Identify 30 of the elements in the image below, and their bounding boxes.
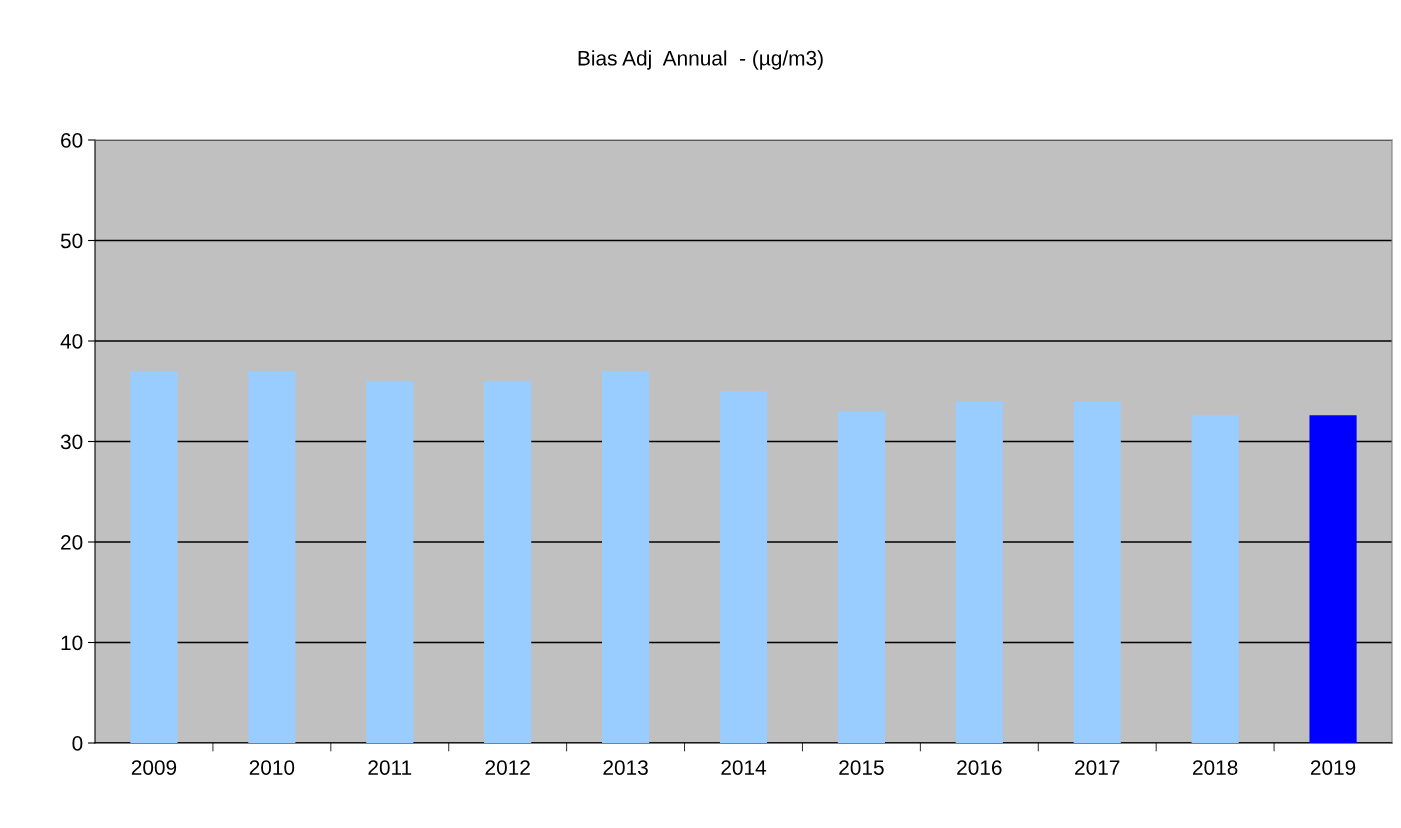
x-tick-label: 2011 xyxy=(368,760,412,775)
bar xyxy=(366,381,414,743)
x-tick-label: 2018 xyxy=(1193,760,1238,775)
y-tick-label: 60 xyxy=(61,133,83,148)
bar xyxy=(1191,415,1239,743)
y-tick-label: 10 xyxy=(61,635,83,651)
x-tick-label: 2019 xyxy=(1310,760,1356,775)
x-tick-label: 2017 xyxy=(1075,760,1120,775)
x-tick-label: 2013 xyxy=(603,760,648,775)
y-tick-label: 40 xyxy=(60,334,83,349)
bar xyxy=(1073,401,1121,743)
bar xyxy=(130,371,178,743)
x-tick-label: 2012 xyxy=(485,760,530,775)
y-tick-label: 30 xyxy=(60,434,83,450)
y-tick-label: 0 xyxy=(72,736,83,751)
x-tick-label: 2014 xyxy=(721,760,767,775)
bar xyxy=(955,401,1003,743)
bar xyxy=(719,391,768,743)
x-tick-label: 2016 xyxy=(957,760,1002,775)
y-tick-label: 50 xyxy=(60,233,83,249)
x-tick-label: 2015 xyxy=(839,760,884,775)
bar xyxy=(248,371,296,743)
bar xyxy=(837,411,885,743)
bar xyxy=(602,371,650,743)
x-tick-label: 2010 xyxy=(249,760,295,775)
bar xyxy=(1309,415,1357,743)
x-tick-label: 2009 xyxy=(131,760,177,775)
chart-title: Bias Adj Annual - (µg/m3) xyxy=(578,50,823,70)
bar xyxy=(484,381,532,743)
y-tick-label: 20 xyxy=(61,535,83,550)
